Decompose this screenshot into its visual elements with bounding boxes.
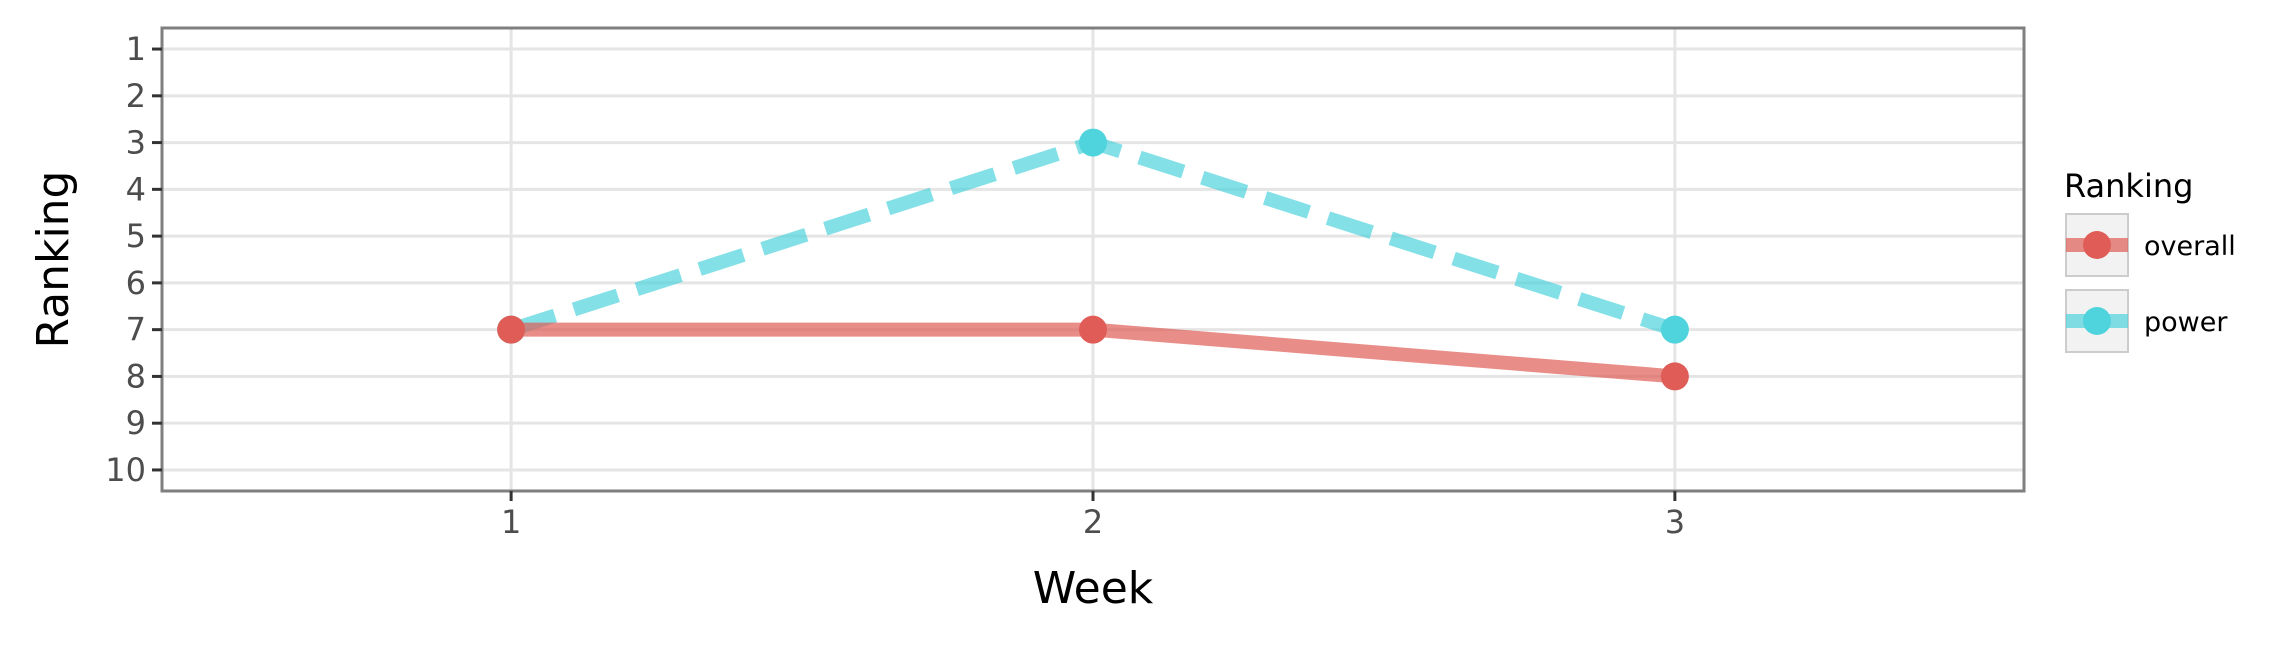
legend: Ranking overall power xyxy=(2064,167,2236,353)
legend-label: power xyxy=(2144,307,2228,338)
x-tick-label: 3 xyxy=(1665,503,1685,541)
legend-key-marker xyxy=(2083,231,2111,259)
y-tick-label: 5 xyxy=(126,217,146,255)
y-tick-label: 4 xyxy=(126,170,146,208)
legend-title: Ranking xyxy=(2064,167,2193,205)
y-tick-label: 3 xyxy=(126,124,146,162)
data-point-power xyxy=(1660,315,1689,344)
y-tick-label: 7 xyxy=(126,311,146,349)
y-tick-label: 1 xyxy=(126,30,146,68)
y-tick-label: 9 xyxy=(126,404,146,442)
y-tick-label: 6 xyxy=(126,264,146,302)
x-tick-label: 1 xyxy=(501,503,521,541)
x-axis-title: Week xyxy=(1033,563,1154,614)
legend-item-overall: overall xyxy=(2065,213,2236,277)
y-axis-title: Ranking xyxy=(28,171,79,349)
legend-label: overall xyxy=(2144,231,2236,262)
data-point-overall xyxy=(1660,362,1689,391)
y-tick-label: 8 xyxy=(126,357,146,395)
axes: 1 2 3 4 5 6 7 8 9 10 1 2 3 xyxy=(105,30,1685,541)
x-tick-label: 2 xyxy=(1083,503,1103,541)
legend-item-power: power xyxy=(2065,289,2228,353)
data-point-overall xyxy=(1079,315,1107,344)
legend-key-marker xyxy=(2083,307,2111,335)
y-tick-label: 2 xyxy=(126,77,146,115)
y-tick-label: 10 xyxy=(105,451,146,489)
data-point-overall xyxy=(497,315,526,344)
data-point-power xyxy=(1079,128,1107,157)
series-layer xyxy=(497,128,1689,391)
